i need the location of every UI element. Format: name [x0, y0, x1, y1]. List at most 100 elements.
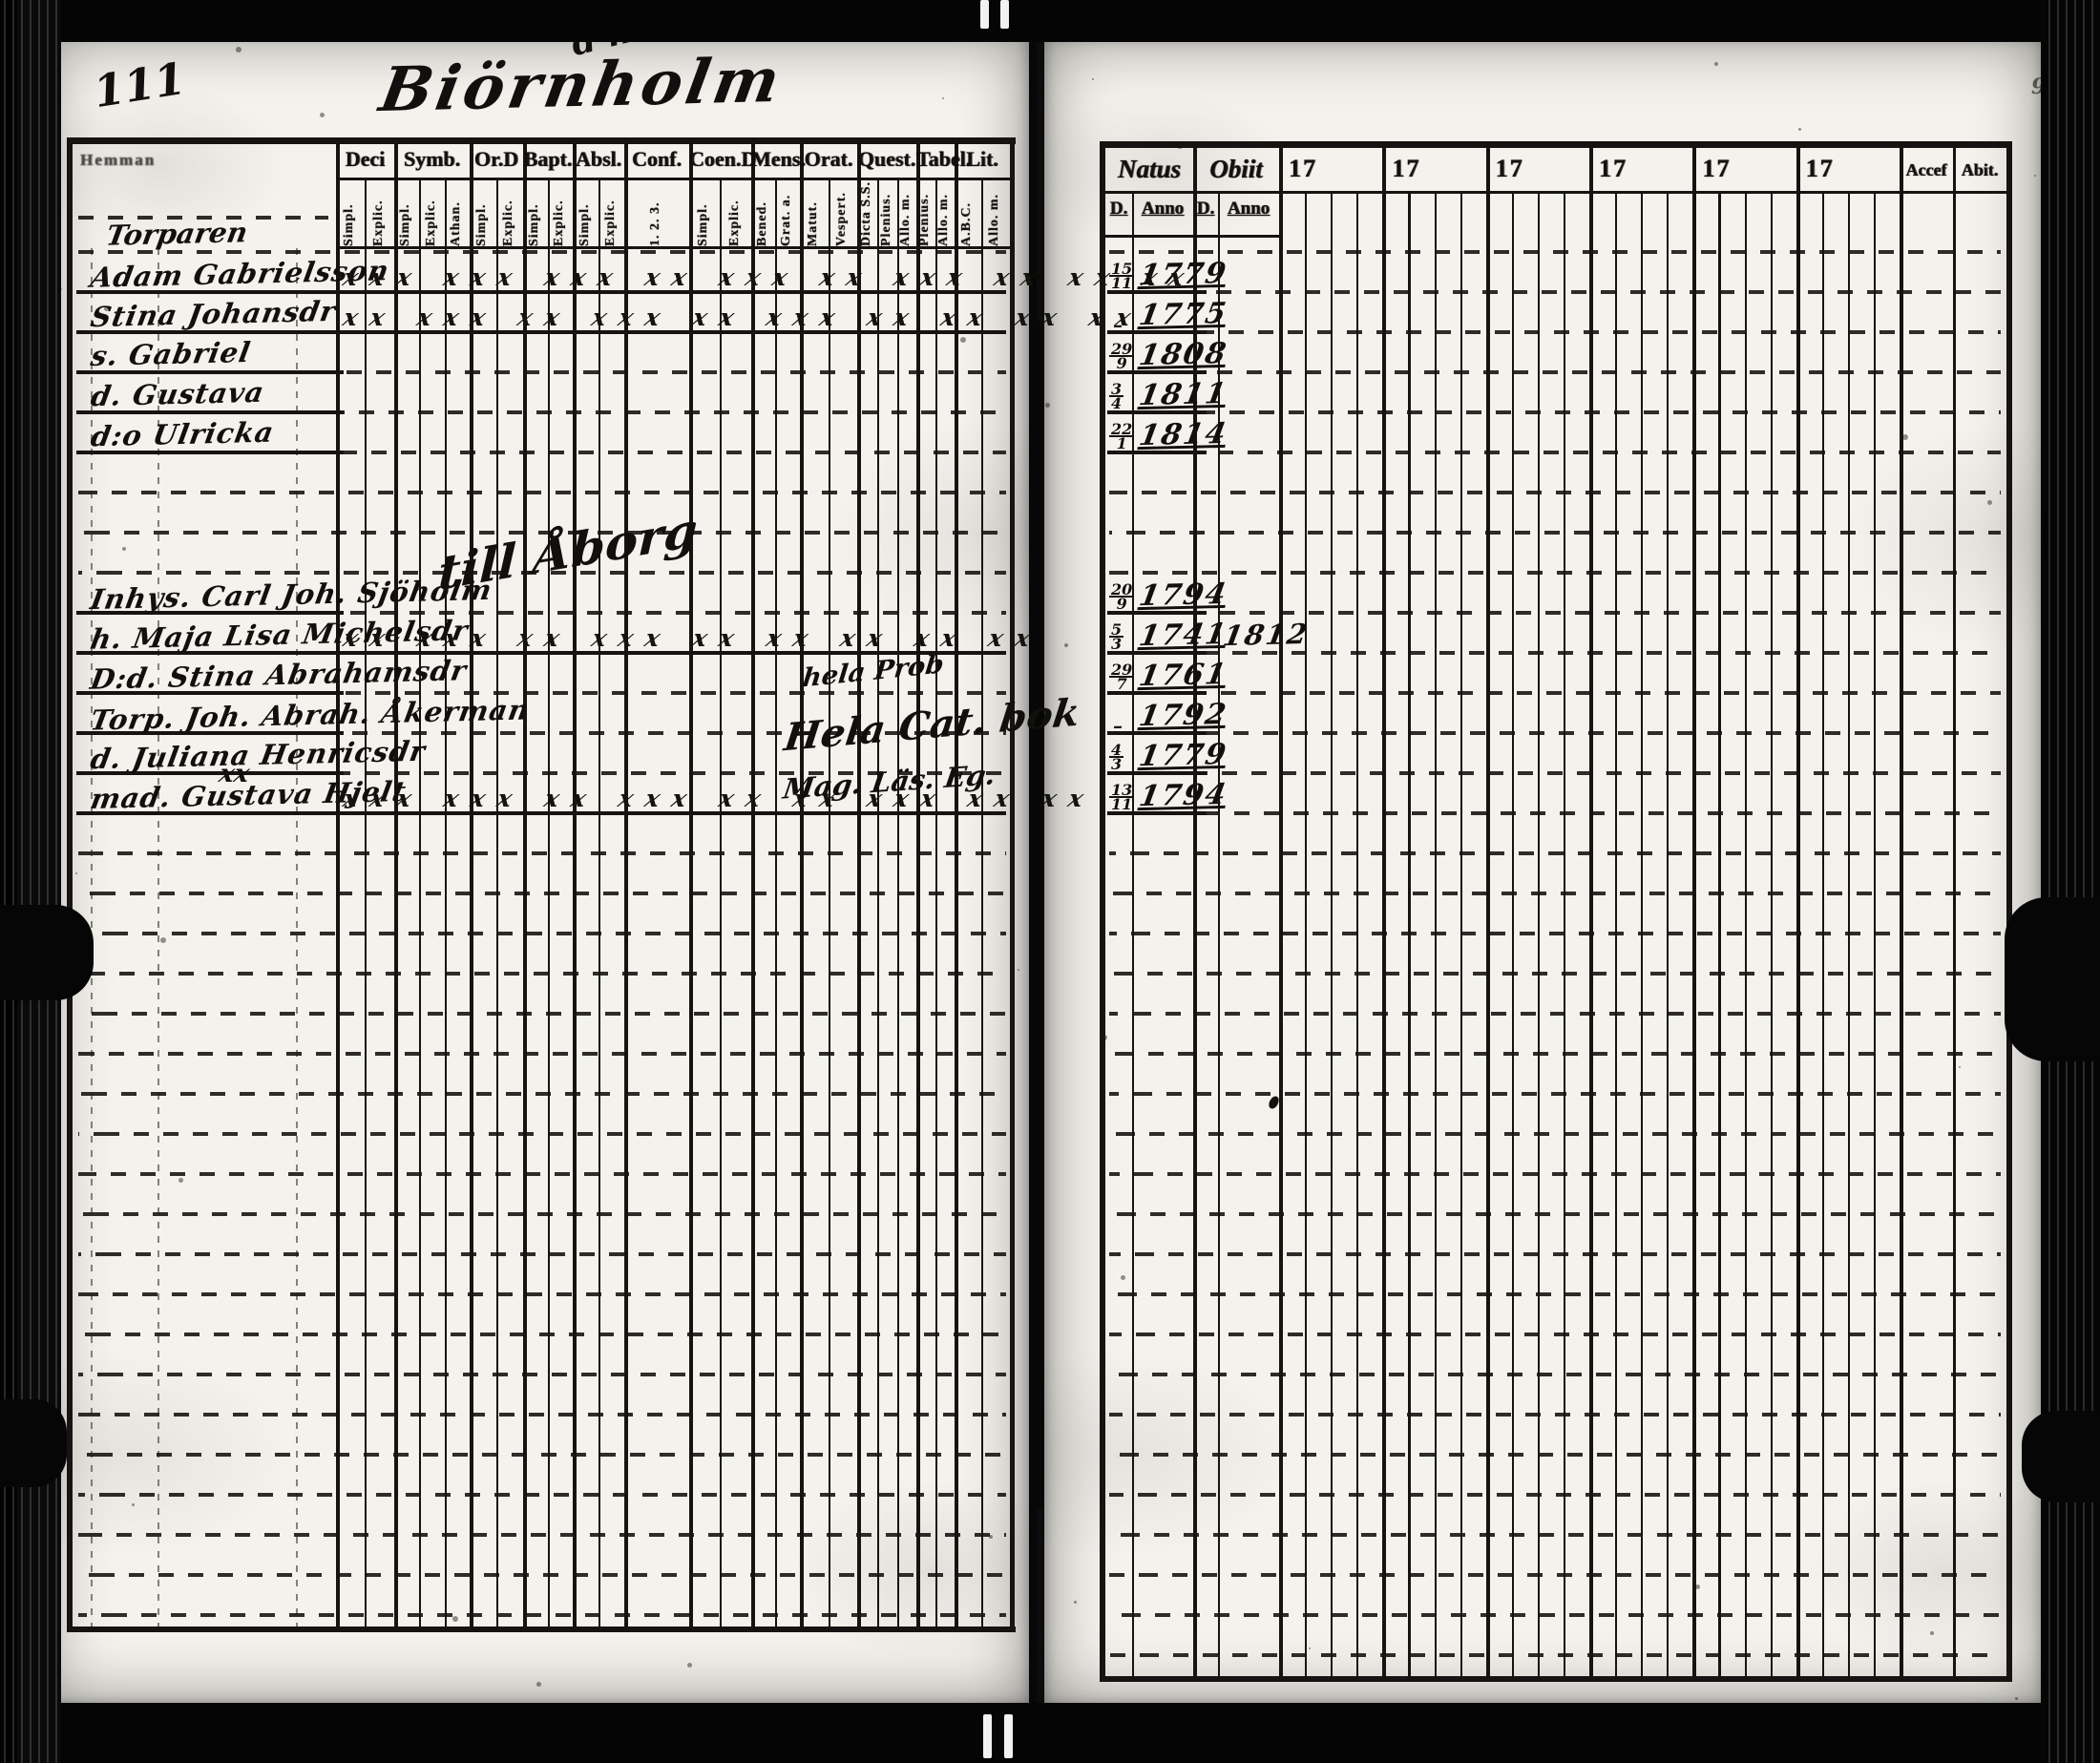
rule-row-right: [1109, 972, 2001, 976]
rule-row-right: [1109, 1212, 2001, 1216]
film-speckle: [1102, 1034, 1108, 1040]
column-header-year: 17: [1702, 155, 1732, 182]
rule-row-left: [78, 1493, 1006, 1497]
page-gutter-line: [1037, 34, 1043, 321]
year-sub-line: [1615, 191, 1618, 1676]
binder-clip-left: [0, 1399, 67, 1487]
rule-row-right: [1109, 451, 2001, 454]
rule-row-left: [78, 1092, 1006, 1096]
year-group-line: [1279, 147, 1283, 1676]
year-sub-line: [1667, 191, 1670, 1676]
record-baseline: [1107, 330, 1207, 334]
film-speckle: [1959, 1065, 1962, 1068]
film-speckle: [235, 46, 242, 52]
year-sub-line: [1537, 191, 1541, 1676]
right-table-left-border: [1100, 141, 1105, 1682]
left-table-bottom-border: [67, 1627, 1016, 1632]
rule-row-left: [78, 1333, 1006, 1336]
film-speckle: [1713, 62, 1718, 67]
grid-vertical-line: [573, 139, 577, 1627]
sub-column-line: [829, 179, 830, 1627]
rule-row-right: [1109, 1092, 2001, 1096]
record-baseline: [1107, 370, 1207, 374]
year-sub-line: [1718, 191, 1721, 1676]
year-sub-line: [1847, 191, 1851, 1676]
film-speckle: [320, 112, 326, 117]
year-sub-line: [1641, 191, 1644, 1676]
column-header-accessit: Accef: [1905, 160, 1947, 179]
subcolumn-header: Matut.: [806, 201, 820, 246]
rule-row-right: [1109, 491, 2001, 494]
names-header-dash: [78, 216, 328, 220]
record-baseline: [1107, 410, 1207, 414]
column-header-year: 17: [1289, 155, 1317, 182]
column-header-tabel: Tabel.: [916, 147, 972, 171]
sub-column-line: [598, 179, 600, 1627]
rule-row-left: [78, 531, 1006, 535]
column-header-year: 17: [1495, 155, 1524, 182]
film-speckle: [1694, 1585, 1700, 1590]
name-baseline: [76, 611, 344, 615]
column-header-year: 17: [1392, 155, 1421, 182]
rule-row-left: [78, 1172, 1006, 1176]
rule-row-left: [78, 1012, 1006, 1016]
film-registration-mark: [1004, 1714, 1013, 1758]
natus-day-empty: –: [1113, 714, 1123, 737]
record-baseline: [1107, 611, 1207, 615]
rule-row-right: [1109, 1413, 2001, 1417]
rule-row-right: [1109, 892, 2001, 895]
film-speckle: [178, 1178, 184, 1184]
subcolumn-header: D.: [1109, 199, 1128, 219]
name-baseline: [76, 410, 344, 414]
sub-column-line: [1132, 191, 1134, 1676]
rule-row-left: [78, 932, 1006, 935]
sub-column-line: [877, 179, 879, 1627]
record-baseline: [1107, 731, 1207, 735]
rule-row-left: [78, 731, 1006, 735]
rule-row-left: [78, 1292, 1006, 1296]
name-baseline: [76, 370, 344, 374]
grid-vertical-line: [800, 139, 804, 1627]
film-speckle: [536, 1681, 542, 1687]
rule-row-left: [78, 892, 1006, 895]
rule-row-left: [78, 691, 1006, 695]
grid-vertical-line: [1953, 147, 1956, 1676]
film-speckle: [1092, 77, 1095, 80]
column-header-lit: Lit.: [966, 147, 998, 171]
film-speckle: [1073, 1600, 1077, 1604]
natus-day: 29 9: [1109, 340, 1135, 372]
film-speckle: [1798, 128, 1802, 132]
rule-row-right: [1109, 1613, 2001, 1617]
natus-year: 1792: [1136, 697, 1230, 734]
rule-row-right: [1109, 1493, 2001, 1497]
rule-row-right: [1109, 651, 2001, 655]
rule-row-right: [1109, 410, 2001, 414]
film-registration-mark: [1000, 0, 1009, 29]
left-header-divider: [336, 178, 1010, 180]
year-group-line: [1485, 147, 1490, 1676]
record-baseline: [1107, 451, 1207, 454]
rule-row-left: [78, 1132, 1006, 1136]
film-speckle: [1986, 499, 1992, 505]
grid-vertical-line: [1900, 147, 1903, 1676]
subcolumn-header: D.: [1196, 199, 1215, 219]
column-header-deci: Deci: [345, 147, 386, 171]
grid-vertical-line: [955, 139, 958, 1627]
natus-obiit-subheader-divider: [1105, 235, 1279, 238]
rule-row-right: [1109, 1373, 2001, 1376]
sub-column-line: [419, 179, 421, 1627]
year-sub-line: [1821, 191, 1824, 1676]
grid-vertical-line: [336, 139, 340, 1627]
name-baseline: [76, 451, 344, 454]
subcolumn-header: Simpl.: [398, 203, 412, 246]
subcolumn-header: Athan.: [449, 201, 463, 246]
natus-year: 1779: [1136, 737, 1230, 774]
rule-row-left: [78, 1052, 1006, 1056]
right-table-right-border: [2006, 141, 2012, 1682]
year-group-line: [1589, 147, 1593, 1676]
natus-day: 15 11: [1109, 260, 1135, 292]
sub-column-line: [720, 179, 722, 1627]
subcolumn-header: Explic.: [423, 199, 438, 246]
rule-row-left: [78, 851, 1006, 855]
